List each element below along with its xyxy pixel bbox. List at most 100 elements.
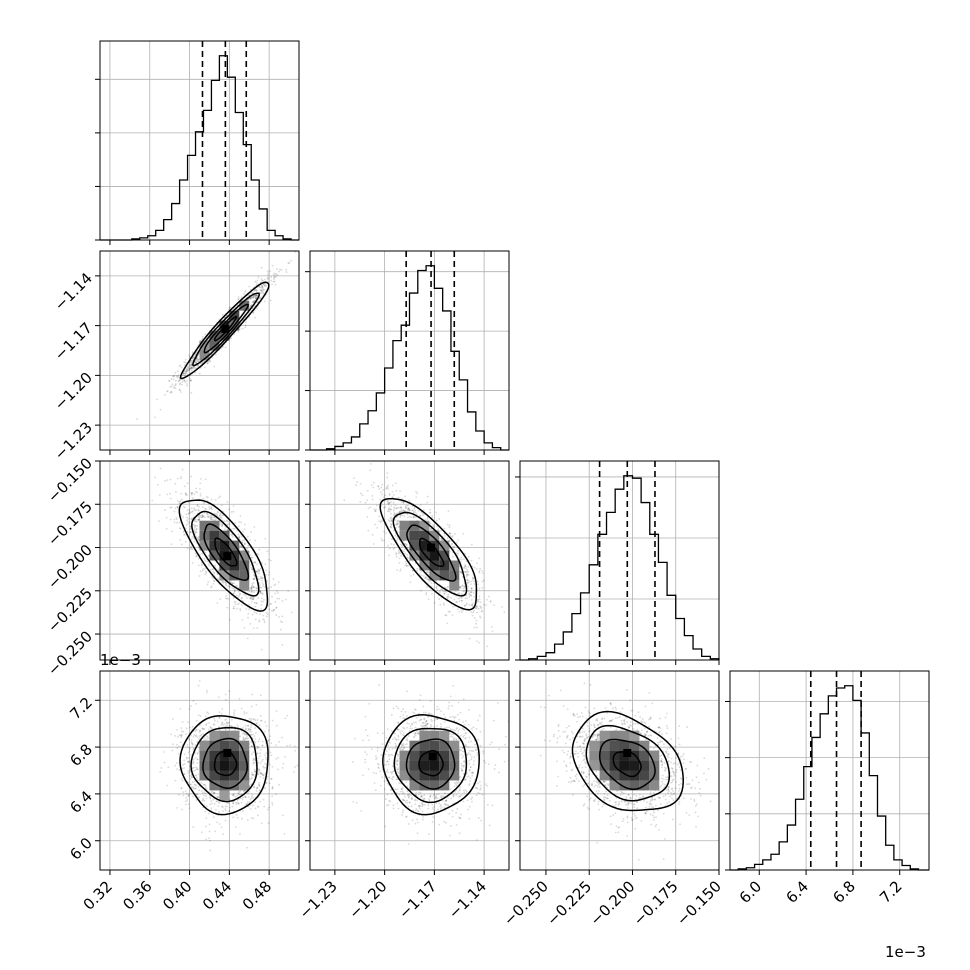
- sample-point: [639, 793, 641, 796]
- sample-point: [253, 294, 256, 297]
- sample-point: [364, 751, 367, 753]
- sample-point: [459, 585, 462, 588]
- sample-point: [253, 735, 256, 738]
- sample-point: [657, 726, 660, 729]
- sample-point: [289, 744, 292, 747]
- sample-point: [209, 360, 212, 363]
- sample-point: [414, 732, 417, 735]
- sample-point: [465, 720, 467, 722]
- sample-point: [474, 607, 477, 610]
- sample-point: [239, 514, 242, 517]
- sample-point: [236, 799, 239, 801]
- sample-point: [389, 771, 392, 773]
- sample-point: [183, 369, 186, 372]
- sample-point: [632, 803, 635, 806]
- sample-point: [402, 744, 404, 747]
- sample-point: [614, 706, 617, 709]
- sample-point: [232, 803, 235, 805]
- sample-point: [209, 795, 211, 798]
- sample-point: [176, 518, 178, 521]
- sample-point: [180, 476, 183, 478]
- sample-point: [266, 580, 268, 583]
- sample-point: [250, 776, 253, 779]
- sample-point: [584, 706, 587, 709]
- sample-point: [252, 585, 255, 588]
- sample-point: [444, 804, 447, 806]
- density-cell: [229, 570, 240, 581]
- sample-point: [389, 517, 392, 520]
- sample-point: [461, 585, 464, 587]
- sample-point: [670, 781, 672, 784]
- sample-point: [461, 584, 464, 587]
- sample-point: [655, 823, 658, 826]
- sample-point: [188, 747, 191, 749]
- sample-point: [481, 793, 484, 796]
- sample-point: [408, 515, 411, 518]
- sample-point: [239, 609, 242, 612]
- sample-point: [170, 390, 172, 393]
- sample-point: [440, 725, 442, 728]
- sample-point: [659, 717, 661, 720]
- sample-point: [427, 598, 430, 600]
- sample-point: [582, 742, 585, 745]
- sample-point: [199, 494, 202, 497]
- sample-point: [403, 732, 405, 734]
- sample-point: [467, 571, 469, 574]
- sample-point: [479, 615, 481, 618]
- sample-point: [660, 758, 663, 760]
- sample-point: [585, 775, 587, 778]
- sample-point: [394, 519, 397, 521]
- sample-point: [255, 602, 258, 605]
- sample-point: [239, 832, 241, 835]
- sample-point: [213, 717, 216, 720]
- sample-point: [176, 747, 179, 750]
- sample-point: [411, 505, 414, 507]
- sample-point: [245, 727, 247, 730]
- sample-point: [678, 787, 681, 790]
- sample-point: [597, 784, 600, 787]
- sample-point: [187, 501, 190, 504]
- sample-point: [189, 531, 192, 533]
- sample-point: [435, 587, 438, 590]
- sample-point: [227, 597, 230, 600]
- sample-point: [203, 799, 206, 802]
- sample-point: [232, 607, 235, 610]
- sample-point: [260, 600, 263, 603]
- sample-point: [448, 532, 451, 535]
- sample-point: [198, 737, 201, 740]
- sample-point: [453, 785, 456, 788]
- sample-point: [646, 730, 648, 733]
- sample-point: [611, 707, 614, 710]
- sample-point: [455, 784, 458, 787]
- sample-point: [253, 611, 256, 614]
- sample-point: [373, 508, 376, 511]
- sample-point: [184, 803, 187, 806]
- sample-point: [395, 507, 398, 510]
- sample-point: [576, 746, 579, 749]
- sample-point: [258, 569, 261, 572]
- sample-point: [444, 716, 447, 719]
- sample-point: [188, 521, 191, 524]
- sample-point: [170, 733, 172, 736]
- sample-point: [630, 802, 633, 805]
- sample-point: [650, 823, 653, 826]
- sample-point: [167, 766, 170, 769]
- sample-point: [609, 726, 612, 729]
- sample-point: [651, 798, 654, 801]
- sample-point: [185, 513, 188, 516]
- sample-point: [208, 722, 211, 724]
- sample-point: [434, 797, 436, 800]
- sample-point: [462, 760, 465, 763]
- sample-point: [672, 771, 675, 774]
- sample-point: [379, 498, 382, 501]
- sample-point: [416, 832, 419, 835]
- sample-point: [387, 502, 390, 505]
- sample-point: [209, 725, 211, 728]
- sample-point: [163, 509, 166, 512]
- sample-point: [639, 732, 642, 735]
- sample-point: [253, 786, 256, 789]
- sample-point: [214, 830, 217, 833]
- density-cell: [199, 740, 210, 751]
- sample-point: [436, 705, 439, 708]
- density-cell: [409, 770, 420, 781]
